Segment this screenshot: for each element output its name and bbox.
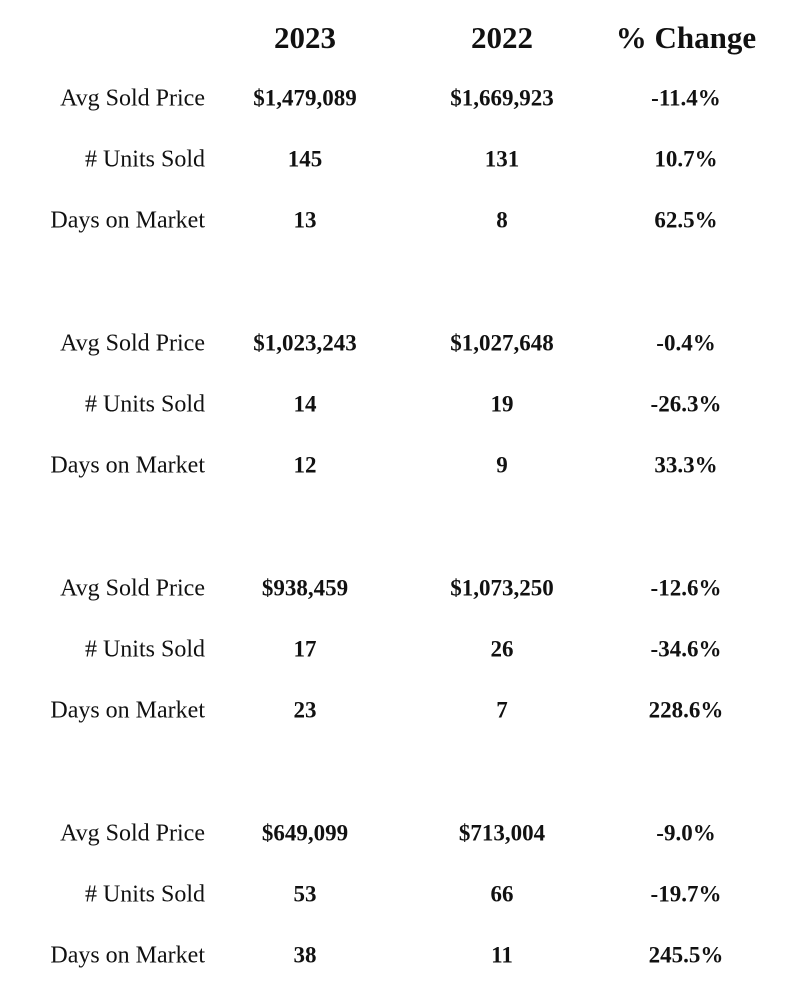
cell-value: 9 [496, 452, 508, 477]
cell-value: 7 [496, 697, 508, 722]
row-label: Avg Sold Price [60, 331, 205, 357]
row-label: # Units Sold [85, 147, 205, 173]
cell-value: $1,073,250 [450, 575, 554, 600]
cell-value: 17 [294, 636, 317, 661]
row-label: Avg Sold Price [60, 576, 205, 602]
cell-value: 13 [294, 207, 317, 232]
cell-value: 62.5% [654, 207, 717, 232]
cell-value: -12.6% [651, 575, 722, 600]
cell-value: $649,099 [262, 820, 348, 845]
cell-value: 26 [491, 636, 514, 661]
row-label: Avg Sold Price [60, 821, 205, 847]
cell-value: $1,479,089 [253, 85, 357, 110]
cell-value: 38 [294, 942, 317, 967]
cell-value: 8 [496, 207, 508, 232]
row-label: # Units Sold [85, 637, 205, 663]
cell-value: $1,027,648 [450, 330, 554, 355]
cell-value: $938,459 [262, 575, 348, 600]
cell-value: 14 [294, 391, 318, 416]
row-label: Days on Market [50, 453, 205, 479]
cell-value: -34.6% [651, 636, 722, 661]
cell-value: 53 [294, 881, 317, 906]
row-label: # Units Sold [85, 392, 205, 418]
cell-value: -0.4% [656, 330, 715, 355]
cell-value: 33.3% [654, 452, 717, 477]
cell-value: 66 [491, 881, 514, 906]
row-label: Days on Market [50, 943, 205, 969]
column-header: 2023 [274, 20, 336, 55]
cell-value: 245.5% [649, 942, 724, 967]
cell-value: -9.0% [656, 820, 715, 845]
cell-value: 131 [485, 146, 520, 171]
cell-value: 10.7% [654, 146, 717, 171]
cell-value: -19.7% [651, 881, 722, 906]
cell-value: 11 [491, 942, 513, 967]
cell-value: $713,004 [459, 820, 546, 845]
row-label: # Units Sold [85, 882, 205, 908]
row-label: Avg Sold Price [60, 86, 205, 112]
cell-value: $1,023,243 [253, 330, 357, 355]
cell-value: 145 [288, 146, 323, 171]
cell-value: $1,669,923 [450, 85, 554, 110]
cell-value: 19 [491, 391, 514, 416]
cell-value: 228.6% [649, 697, 724, 722]
cell-value: 12 [294, 452, 317, 477]
cell-value: -11.4% [651, 85, 721, 110]
cell-value: 23 [294, 697, 317, 722]
row-label: Days on Market [50, 208, 205, 234]
cell-value: -26.3% [651, 391, 722, 416]
column-header: 2022 [471, 20, 533, 55]
column-header: % Change [616, 20, 756, 55]
row-label: Days on Market [50, 698, 205, 724]
